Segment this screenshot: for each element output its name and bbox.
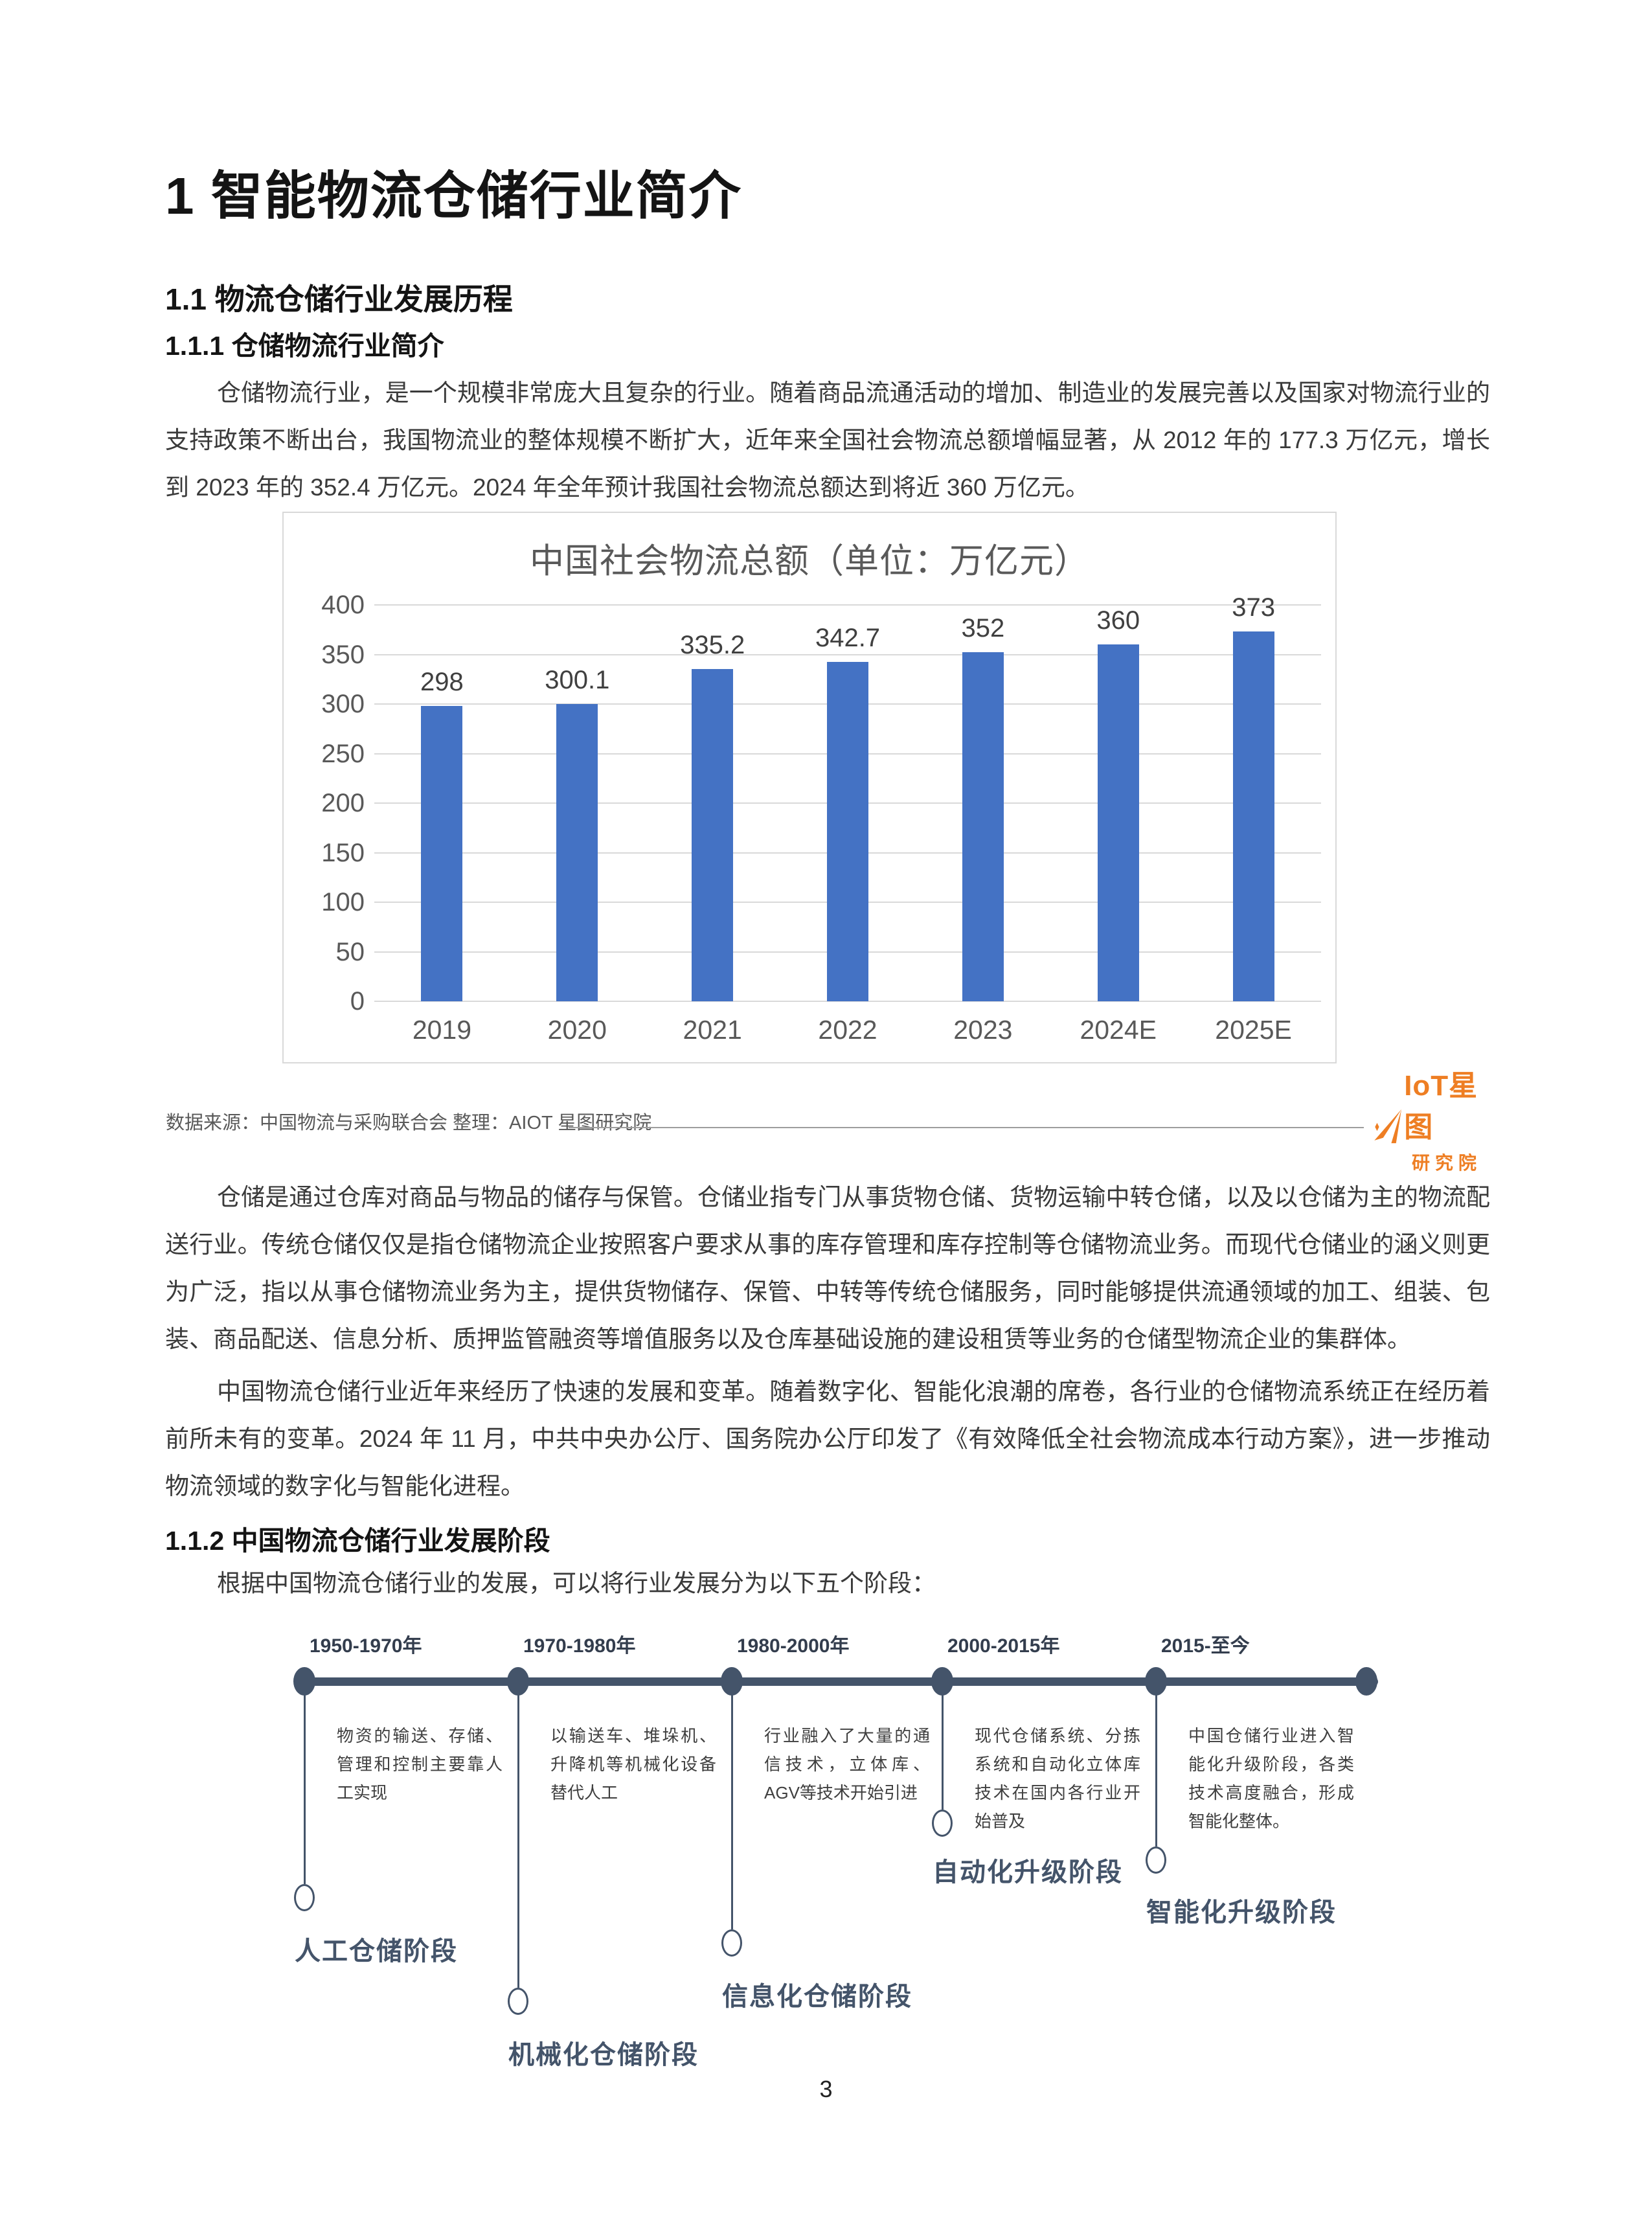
section-heading: 1.1 物流仓储行业发展历程: [165, 282, 513, 316]
timeline-node: [1355, 1667, 1377, 1696]
gridline: [374, 1001, 1321, 1002]
subsection-heading-2: 1.1.2 中国物流仓储行业发展阶段: [165, 1526, 550, 1556]
timeline-node: [1145, 1667, 1167, 1696]
stage-label: 人工仓储阶段: [295, 1937, 458, 1966]
x-tick-label: 2023: [953, 1015, 1013, 1045]
bar-value-label: 335.2: [680, 631, 745, 660]
source-divider-line: [569, 1127, 1364, 1128]
rocket-a-icon: [1374, 1109, 1402, 1144]
paragraph-recent-development: 中国物流仓储行业近年来经历了快速的发展和变革。随着数字化、智能化浪潮的席卷，各行…: [165, 1378, 1490, 1499]
bar-slot: 352: [915, 605, 1050, 1001]
stage-description: 物资的输送、存储、管理和控制主要靠人工实现: [337, 1726, 503, 1802]
bar-slot: 300.1: [510, 605, 645, 1001]
stage-period: 2015-至今: [1161, 1635, 1250, 1657]
stage-description: 现代仓储系统、分拣系统和自动化立体库技术在国内各行业开始普及: [975, 1726, 1140, 1831]
y-tick-label: 300: [321, 690, 365, 718]
stage-marker-circle: [932, 1810, 953, 1837]
timeline-axis: [295, 1677, 1378, 1686]
chart-y-axis: 0 50 100 150 200 250 300 350 400: [303, 591, 365, 1016]
timeline-node: [293, 1667, 315, 1696]
bar-chart-logistics-total: 中国社会物流总额（单位：万亿元） 0 50 100 150 200 250 300 350 40…: [282, 512, 1337, 1063]
x-tick-label: 2025E: [1215, 1015, 1292, 1045]
x-tick-label: 2024E: [1080, 1015, 1157, 1045]
stage-label: 智能化升级阶段: [1146, 1898, 1337, 1927]
chart-bars: 298 300.1 335.2 342.7 352 360 373: [374, 593, 1321, 1001]
aiot-xingtu-logo: IoT星图 研究院: [1370, 1062, 1500, 1175]
timeline-node: [721, 1667, 743, 1696]
gridline: [374, 604, 1321, 606]
stage-period: 1970-1980年: [523, 1635, 636, 1657]
bar: [1097, 644, 1139, 1001]
x-tick-label: 2019: [412, 1015, 472, 1045]
chart-title: 中国社会物流总额（单位：万亿元）: [530, 542, 1089, 580]
bar-value-label: 342.7: [815, 623, 881, 652]
timeline-node: [507, 1667, 529, 1696]
bar: [692, 669, 734, 1001]
y-tick-label: 350: [321, 640, 365, 669]
bar: [421, 706, 463, 1001]
bar-slot: 298: [374, 605, 510, 1001]
y-tick-label: 50: [335, 937, 365, 966]
bar-value-label: 360: [1096, 606, 1140, 635]
logo-subtitle-text: 研究院: [1412, 1153, 1482, 1173]
paragraph-five-stages-intro: 根据中国物流仓储行业的发展，可以将行业发展分为以下五个阶段：: [217, 1570, 936, 1596]
bar-slot: 335.2: [645, 605, 780, 1001]
stage-period: 2000-2015年: [947, 1635, 1060, 1657]
chart-plot: 298 300.1 335.2 342.7 352 360 373: [374, 593, 1321, 1002]
stage-description: 中国仓储行业进入智能化升级阶段，各类技术高度融合，形成智能化整体。: [1188, 1726, 1354, 1831]
bar: [962, 652, 1004, 1001]
bar-slot: 360: [1050, 605, 1186, 1001]
data-source-caption: 数据来源：中国物流与采购联合会 整理：AIOT 星图研究院: [166, 1113, 652, 1133]
stage-label: 信息化仓储阶段: [722, 1982, 912, 2011]
bar-slot: 342.7: [780, 605, 916, 1001]
bar-value-label: 352: [961, 614, 1005, 643]
y-tick-label: 200: [321, 789, 365, 817]
stage-connector: [942, 1685, 944, 1810]
bar-value-label: 300.1: [545, 665, 610, 694]
y-tick-label: 150: [321, 838, 365, 867]
chart-x-axis: 2019 2020 2021 2022 2023 2024E 2025E: [374, 1015, 1321, 1045]
stage-connector: [1155, 1685, 1157, 1846]
stage-connector: [304, 1685, 306, 1884]
bar: [827, 661, 868, 1001]
stage-marker-circle: [1146, 1846, 1166, 1874]
stage-description: 以输送车、堆垛机、升降机等机械化设备替代人工: [550, 1726, 716, 1802]
y-tick-label: 0: [350, 987, 365, 1016]
bar-slot: 373: [1186, 593, 1321, 1001]
x-tick-label: 2022: [818, 1015, 877, 1045]
paragraph-industry-intro: 仓储物流行业，是一个规模非常庞大且复杂的行业。随着商品流通活动的增加、制造业的发…: [165, 380, 1490, 501]
stage-connector: [517, 1685, 519, 1988]
stage-connector: [731, 1685, 733, 1929]
x-tick-label: 2020: [547, 1015, 607, 1045]
stage-description: 行业融入了大量的通信技术，立体库、AGV等技术开始引进: [764, 1726, 930, 1802]
paragraph-warehousing-definition: 仓储是通过仓库对商品与物品的储存与保管。仓储业指专门从事货物仓储、货物运输中转仓…: [165, 1184, 1490, 1352]
gridline: [374, 653, 1321, 655]
stage-marker-circle: [508, 1988, 528, 2015]
stage-label: 自动化升级阶段: [933, 1858, 1123, 1887]
bar-value-label: 298: [420, 668, 464, 697]
stage-marker-circle: [721, 1929, 742, 1957]
y-tick-label: 100: [321, 888, 365, 916]
page-title: 1 智能物流仓储行业简介: [165, 167, 742, 225]
stage-period: 1980-2000年: [737, 1635, 850, 1657]
timeline-node: [931, 1667, 953, 1696]
y-tick-label: 250: [321, 739, 365, 768]
bar: [556, 703, 598, 1001]
x-tick-label: 2021: [683, 1015, 742, 1045]
stage-marker-circle: [294, 1884, 315, 1911]
stage-period: 1950-1970年: [310, 1635, 422, 1657]
bar: [1232, 631, 1274, 1001]
subsection-heading-1: 1.1.1 仓储物流行业简介: [165, 331, 444, 361]
bar-value-label: 373: [1232, 593, 1275, 622]
logo-brand-text: IoT星图: [1404, 1070, 1478, 1143]
y-tick-label: 400: [321, 591, 365, 619]
stage-label: 机械化仓储阶段: [508, 2041, 699, 2069]
page-number: 3: [819, 2076, 833, 2102]
